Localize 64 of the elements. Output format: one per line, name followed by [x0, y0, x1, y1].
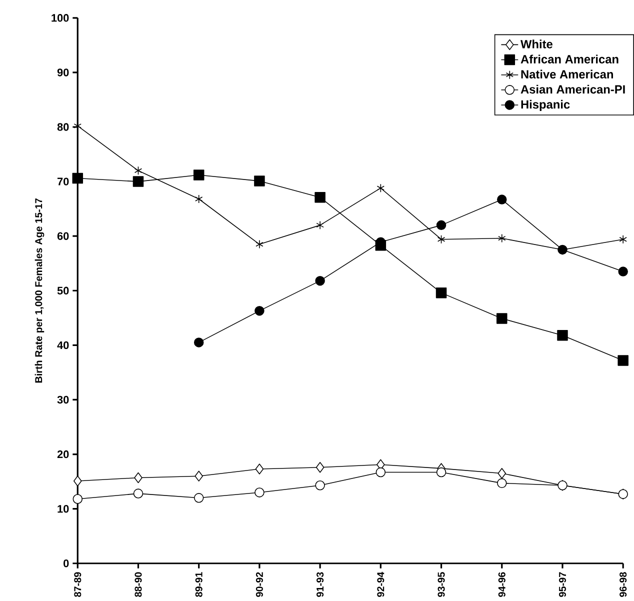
point	[195, 194, 203, 204]
y-tick-label: 90	[57, 68, 69, 77]
point	[133, 488, 144, 499]
point	[498, 468, 506, 479]
point	[134, 166, 142, 176]
point	[254, 176, 265, 187]
legend-label: Asian American-PI	[520, 85, 625, 94]
y-tick-label: 40	[57, 342, 69, 350]
point	[315, 480, 325, 490]
point	[132, 176, 144, 188]
point	[376, 468, 386, 478]
point	[255, 464, 264, 475]
y-tick-label: 60	[57, 232, 69, 240]
y-tick-label: 80	[57, 123, 69, 132]
point	[619, 235, 627, 244]
legend-label: Hispanic	[521, 100, 570, 112]
point	[316, 462, 324, 473]
point	[436, 288, 447, 298]
point	[557, 330, 568, 341]
x-tick-label: 88-90	[134, 572, 142, 598]
x-tick-label: 94-96	[498, 572, 506, 598]
y-tick-label: 30	[57, 396, 69, 404]
x-tick-label: 89-91	[195, 572, 202, 598]
point	[437, 235, 446, 244]
x-tick-label: 93-95	[438, 572, 445, 598]
y-tick-label: 0	[64, 560, 69, 568]
point	[496, 313, 508, 324]
x-tick-label: 87-89	[74, 572, 82, 598]
legend-label: African American	[520, 54, 618, 64]
point	[256, 240, 264, 249]
y-tick-label: 10	[58, 505, 69, 513]
point	[134, 472, 142, 484]
point	[72, 494, 83, 504]
y-axis-title: Birth Rate per 1,000 Females Age 15-17	[34, 198, 44, 383]
y-tick-label: 20	[57, 450, 69, 458]
point	[194, 338, 204, 348]
x-tick-label: 92-94	[377, 572, 384, 598]
point	[376, 184, 385, 193]
point	[254, 306, 264, 316]
point	[316, 221, 324, 230]
point	[314, 192, 326, 203]
legend-label: White	[520, 40, 552, 49]
point	[194, 470, 203, 482]
x-tick-label: 91-93	[316, 572, 324, 598]
point	[193, 170, 204, 181]
point	[618, 355, 628, 366]
point	[74, 476, 82, 487]
x-tick-label: 95-97	[558, 572, 566, 598]
y-tick-label: 100	[52, 14, 69, 22]
point	[497, 478, 507, 488]
point	[194, 493, 204, 504]
point	[254, 488, 264, 498]
y-tick-label: 50	[57, 287, 69, 295]
point	[436, 220, 446, 230]
point	[315, 276, 325, 286]
point	[72, 173, 84, 184]
point	[436, 468, 446, 478]
point	[497, 194, 507, 205]
x-tick-label: 96-98	[620, 572, 627, 598]
y-tick-label: 70	[57, 178, 69, 186]
point	[498, 234, 506, 243]
point	[618, 266, 628, 277]
x-tick-label: 90-92	[256, 572, 263, 598]
legend-label: Native American	[521, 70, 613, 79]
